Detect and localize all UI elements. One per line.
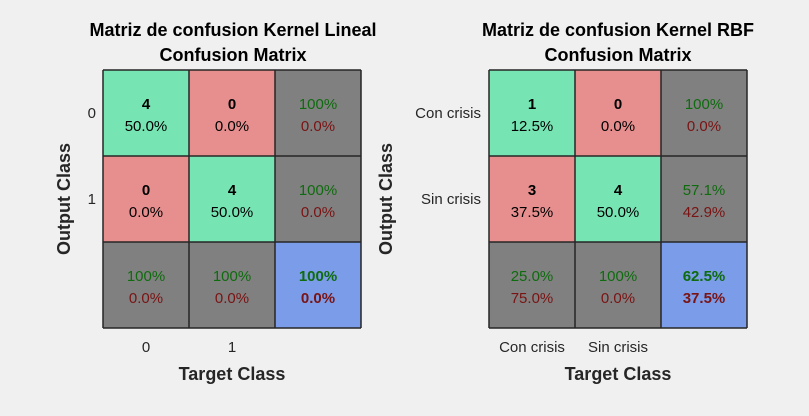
matrix-cell <box>103 70 189 156</box>
cell-percent: 0.0% <box>601 118 635 135</box>
cell-percent: 50.0% <box>211 204 254 221</box>
row-summary-cell <box>661 70 747 156</box>
summary-error-percent: 0.0% <box>301 204 335 221</box>
summary-error-percent: 0.0% <box>215 290 249 307</box>
matrix-cell <box>189 156 275 242</box>
matrix-cell <box>575 70 661 156</box>
summary-correct-percent: 100% <box>685 96 723 113</box>
column-summary-cell <box>189 242 275 328</box>
summary-correct-percent: 100% <box>599 268 637 285</box>
row-summary-cell <box>275 156 361 242</box>
matrix-cell <box>575 156 661 242</box>
summary-error-percent: 0.0% <box>301 118 335 135</box>
cell-percent: 0.0% <box>215 118 249 135</box>
summary-correct-percent: 100% <box>213 268 251 285</box>
matrix-cell <box>103 156 189 242</box>
cell-count: 3 <box>528 182 536 199</box>
cell-count: 0 <box>614 96 622 113</box>
cell-count: 0 <box>228 96 236 113</box>
x-axis-label: Target Class <box>565 364 672 384</box>
chart-title: Matriz de confusion Kernel Lineal <box>89 20 376 40</box>
column-summary-cell <box>575 242 661 328</box>
x-tick-label: Sin crisis <box>588 339 648 356</box>
matrix-cell <box>489 70 575 156</box>
chart-title: Matriz de confusion Kernel RBF <box>482 20 754 40</box>
cell-percent: 50.0% <box>597 204 640 221</box>
column-summary-cell <box>489 242 575 328</box>
y-tick-label: Con crisis <box>415 105 481 122</box>
cell-percent: 37.5% <box>511 204 554 221</box>
cell-count: 1 <box>528 96 536 113</box>
y-axis-label: Output Class <box>376 143 396 255</box>
summary-correct-percent: 100% <box>299 96 337 113</box>
x-tick-label: 1 <box>228 339 236 356</box>
summary-correct-percent: 57.1% <box>683 182 726 199</box>
chart-subtitle: Confusion Matrix <box>545 45 692 65</box>
confusion-matrix-1: Matriz de confusion Kernel Lineal Confusi… <box>54 20 377 384</box>
summary-error-percent: 0.0% <box>601 290 635 307</box>
matrix-cell <box>489 156 575 242</box>
cell-percent: 0.0% <box>129 204 163 221</box>
y-tick-label: Sin crisis <box>421 191 481 208</box>
summary-correct-percent: 25.0% <box>511 268 554 285</box>
summary-error-percent: 37.5% <box>683 290 726 307</box>
row-summary-cell <box>661 156 747 242</box>
cell-percent: 50.0% <box>125 118 168 135</box>
y-axis-label: Output Class <box>54 143 74 255</box>
cell-count: 0 <box>142 182 150 199</box>
overall-accuracy-cell <box>275 242 361 328</box>
x-tick-label: Con crisis <box>499 339 565 356</box>
summary-correct-percent: 100% <box>299 182 337 199</box>
cell-count: 4 <box>228 182 237 199</box>
cell-percent: 12.5% <box>511 118 554 135</box>
summary-error-percent: 0.0% <box>301 290 335 307</box>
column-summary-cell <box>103 242 189 328</box>
matrix-cell <box>189 70 275 156</box>
summary-error-percent: 0.0% <box>687 118 721 135</box>
overall-accuracy-cell <box>661 242 747 328</box>
chart-subtitle: Confusion Matrix <box>160 45 307 65</box>
summary-correct-percent: 62.5% <box>683 268 726 285</box>
y-tick-label: 0 <box>88 105 96 122</box>
x-axis-label: Target Class <box>179 364 286 384</box>
x-tick-label: 0 <box>142 339 150 356</box>
summary-correct-percent: 100% <box>299 268 337 285</box>
summary-error-percent: 75.0% <box>511 290 554 307</box>
cell-count: 4 <box>142 96 151 113</box>
cell-count: 4 <box>614 182 623 199</box>
summary-error-percent: 0.0% <box>129 290 163 307</box>
summary-correct-percent: 100% <box>127 268 165 285</box>
row-summary-cell <box>275 70 361 156</box>
y-tick-label: 1 <box>88 191 96 208</box>
confusion-matrix-2: Matriz de confusion Kernel RBF Confusion … <box>376 20 754 384</box>
summary-error-percent: 42.9% <box>683 204 726 221</box>
